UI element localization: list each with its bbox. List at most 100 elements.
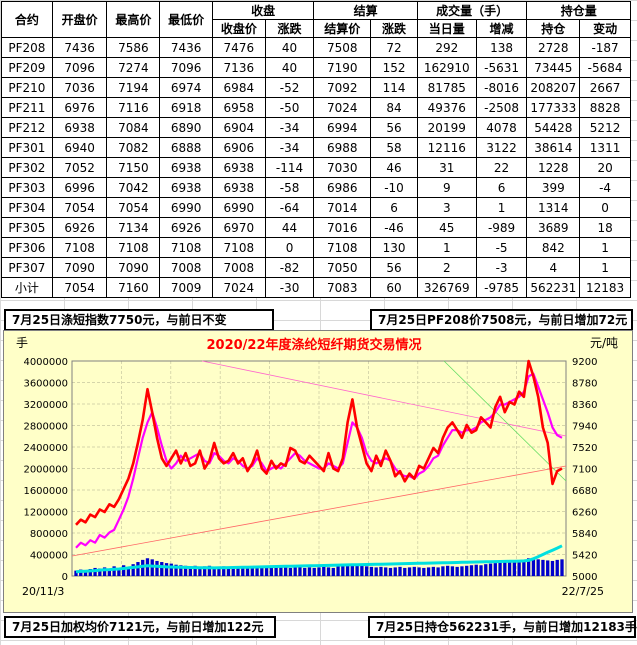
volume-bar [102,567,107,576]
table-row: PF302 7052 7150 6938 6938 -114 7030 46 31 22 1228 2… [1,157,631,178]
left-tick-label: 2000000 [23,465,68,476]
table-row: PF210 7036 7194 6974 6984 -52 7092 114 81785 -801… [1,77,631,98]
volume-bar [484,564,488,576]
cell-low: 7009 [159,277,213,298]
cell-high: 7054 [106,197,161,218]
cell-volume: 9 [416,177,477,198]
cell-high: 7586 [106,37,161,58]
cell-oi: 1314 [526,197,581,218]
header-settle-change: 涨跌 [370,19,418,38]
cell-close: 7136 [211,57,266,78]
cell-high: 7160 [106,277,161,298]
trend-guide [201,360,567,437]
volume-bar [465,565,469,576]
x-end-label: 22/7/25 [562,585,604,598]
volume-bar [341,565,345,576]
cell-open: 6940 [51,137,108,158]
cell-close: 7108 [211,237,266,258]
cell-oi: 38614 [526,137,581,158]
left-axis-unit: 手 [16,336,28,350]
volume-bar [345,565,350,576]
cell-close: 6970 [211,217,266,238]
table-header-row-1: 合约 开盘价 最高价 最低价 收盘 结算 成交量（手） 持仓量 [1,1,631,38]
volume-bar [202,566,207,576]
volume-bar [364,566,369,576]
cell-oi: 399 [526,177,581,198]
series-line-3 [75,544,563,574]
cell-settle: 7050 [313,257,372,278]
cell-contract: PF212 [1,117,53,138]
volume-bar [150,559,154,576]
header-volume-group: 成交量（手） [416,1,528,20]
left-tick-label: 2400000 [23,443,68,454]
cell-volume-change: -2508 [475,97,528,118]
header-oi-change: 变动 [579,19,631,38]
cell-volume: 20199 [416,117,477,138]
cell-high: 7042 [106,177,161,198]
right-tick-label: 7100 [572,465,597,476]
cell-oi-change: 1311 [579,137,631,158]
volume-bar [293,567,297,576]
cell-volume-change: 4078 [475,117,528,138]
cell-settle-change: 56 [370,117,418,138]
cell-contract: PF301 [1,137,53,158]
cell-volume-change: 3122 [475,137,528,158]
cell-close-change: -52 [264,77,315,98]
cell-high: 7274 [106,57,161,78]
cell-volume: 2 [416,257,477,278]
header-oi-group: 持仓量 [526,1,631,20]
cell-close-change: 40 [264,37,315,58]
volume-bar [546,560,550,576]
volume-bar [374,567,378,576]
cell-close-change: 0 [264,237,315,258]
cell-oi: 2728 [526,37,581,58]
cell-open: 6938 [51,117,108,138]
cell-open: 7108 [51,237,108,258]
cell-settle: 7190 [313,57,372,78]
volume-bar [431,566,436,576]
volume-bar [288,567,293,576]
cell-volume-change: -5 [475,237,528,258]
volume-bar [436,567,440,576]
cell-high: 7134 [106,217,161,238]
cell-contract: PF307 [1,257,53,278]
volume-bar [450,566,455,576]
cell-settle-change: 130 [370,237,418,258]
cell-settle: 6988 [313,137,372,158]
cell-high: 7194 [106,77,161,98]
volume-bar [298,566,302,576]
note-weighted-price: 7月25日加权均价7121元，与前日增加122元 [4,616,276,638]
table-body: PF208 7436 7586 7436 7476 40 7508 72 292 138 2728-… [1,37,631,298]
cell-contract: PF304 [1,197,53,218]
cell-low: 7008 [159,257,213,278]
volume-bar [98,568,102,576]
cell-close: 6990 [211,197,266,218]
left-tick-label: 400000 [30,551,68,562]
chart-title: 2020/22年度涤纶短纤期货交易情况 [206,337,421,353]
volume-bar [155,560,159,576]
note-index: 7月25日涤短指数7750元，与前日不变 [4,309,274,331]
volume-bar [403,567,407,576]
cell-oi-change: 8828 [579,97,631,118]
cell-open: 7054 [51,197,108,218]
cell-settle-change: 84 [370,97,418,118]
table-row: PF305 6926 7134 6926 6970 44 7016 -46 45 -989 3689… [1,217,631,238]
cell-close: 7476 [211,37,266,58]
cell-low: 6974 [159,77,213,98]
cell-contract: PF303 [1,177,53,198]
volume-bar [174,564,178,576]
volume-bar [388,567,393,576]
right-tick-label: 7520 [572,443,597,454]
cell-close-change: 40 [264,57,315,78]
cell-volume: 1 [416,237,477,258]
volume-bar [179,565,183,576]
right-tick-label: 6680 [572,486,597,497]
left-axis-ticks: 4000000360000032000002800000240000020000… [23,357,68,583]
volume-bar [412,566,416,576]
volume-bar [498,562,502,576]
volume-bar [169,563,173,576]
x-start-label: 20/11/3 [22,585,64,598]
cell-close: 7024 [211,277,266,298]
right-tick-label: 5840 [572,529,597,540]
volume-bar [422,567,426,576]
